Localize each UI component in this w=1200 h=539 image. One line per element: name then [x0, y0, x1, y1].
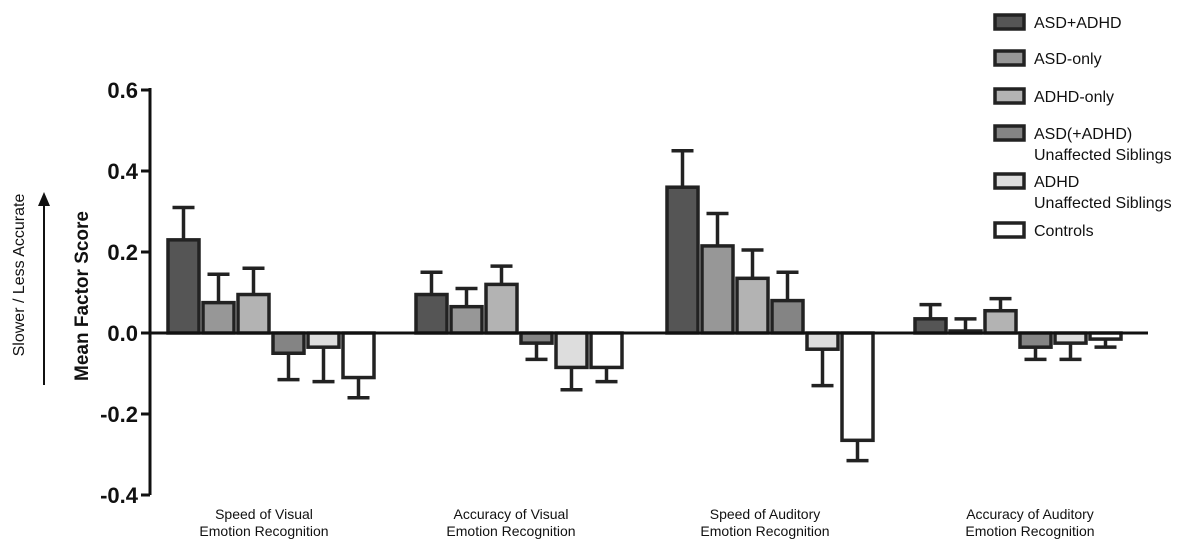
bar: [1053, 331, 1088, 345]
direction-annotation: Slower / Less Accurate: [11, 192, 50, 385]
bar: [983, 308, 1018, 335]
y-tick-label: -0.4: [100, 483, 139, 508]
bar: [271, 331, 306, 355]
category-label: Emotion Recognition: [446, 523, 575, 539]
legend-label: ADHD: [1034, 174, 1079, 191]
bar: [236, 292, 271, 335]
bar: [805, 331, 840, 351]
legend-swatch: [993, 172, 1026, 190]
direction-arrow-head: [38, 192, 50, 206]
legend-swatch: [993, 49, 1026, 67]
bar: [735, 276, 770, 335]
bar: [840, 331, 875, 443]
y-tick-label: 0.6: [107, 78, 138, 103]
bar: [201, 300, 236, 335]
legend-label: ADHD-only: [1034, 89, 1114, 106]
bars-group: [166, 149, 1123, 463]
bar: [913, 317, 948, 335]
bar: [589, 331, 624, 370]
category-label: Accuracy of Auditory: [966, 506, 1094, 522]
bar: [700, 244, 735, 335]
bar: [166, 238, 201, 335]
y-tick-label: -0.2: [100, 402, 138, 427]
legend-label: ASD-only: [1034, 51, 1102, 68]
y-axis: 0.6 0.4 0.2 0.0 -0.2 -0.4: [100, 78, 152, 508]
bar: [1018, 331, 1053, 349]
category-label: Speed of Auditory: [710, 506, 821, 522]
category-label: Emotion Recognition: [965, 523, 1094, 539]
direction-annotation-label: Slower / Less Accurate: [11, 194, 28, 357]
bar: [770, 298, 805, 335]
legend-label: Unaffected Siblings: [1034, 195, 1172, 212]
bar: [414, 292, 449, 335]
bar: [306, 331, 341, 349]
legend-label: Controls: [1034, 223, 1094, 240]
category-label: Accuracy of Visual: [454, 506, 569, 522]
y-tick-label: 0.2: [107, 240, 138, 265]
legend-swatch: [993, 13, 1026, 31]
legend-swatch: [993, 87, 1026, 105]
category-label: Speed of Visual: [215, 506, 313, 522]
legend-swatch: [993, 124, 1026, 142]
legend: ASD+ADHD ASD-only ADHD-only ASD(+ADHD) Unaff…: [993, 13, 1172, 240]
category-label: Emotion Recognition: [700, 523, 829, 539]
bar: [449, 304, 484, 335]
category-label: Emotion Recognition: [199, 523, 328, 539]
bar: [554, 331, 589, 370]
legend-label: ASD(+ADHD): [1034, 126, 1132, 143]
y-axis-label: Mean Factor Score: [72, 211, 93, 381]
bar: [665, 185, 700, 335]
bar: [519, 331, 554, 345]
bar: [484, 282, 519, 335]
y-tick-label: 0.0: [107, 321, 138, 346]
bar: [341, 331, 376, 380]
legend-swatch: [993, 221, 1026, 239]
legend-label: Unaffected Siblings: [1034, 147, 1172, 164]
legend-label: ASD+ADHD: [1034, 15, 1122, 32]
y-tick-label: 0.4: [107, 159, 138, 184]
